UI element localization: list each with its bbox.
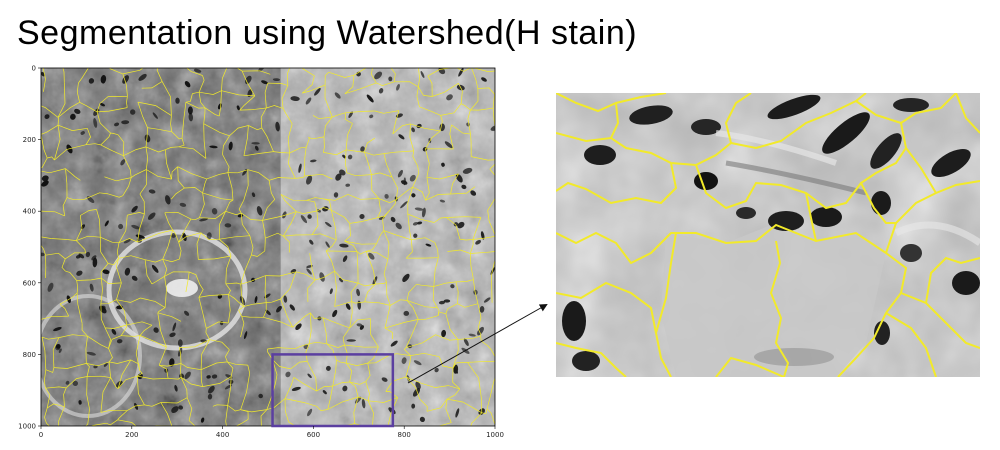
highlight-box	[271, 353, 395, 428]
x-axis-ticks: 0 200 400 600 800 1000	[39, 426, 504, 439]
x-tick-label: 400	[216, 431, 229, 439]
y-tick-label: 800	[23, 351, 36, 359]
plot-frame	[40, 67, 496, 427]
zoomed-region-svg	[556, 93, 980, 377]
y-axis-ticks: 0 200 400 600 800 1000	[18, 65, 41, 431]
y-tick-label: 0	[32, 65, 36, 73]
x-tick-label: 0	[39, 431, 43, 439]
zoomed-region	[556, 93, 980, 377]
tissue-image	[41, 68, 495, 426]
y-tick-label: 600	[23, 279, 36, 287]
gland-outline	[106, 229, 248, 351]
x-tick-label: 200	[125, 431, 138, 439]
y-tick-label: 200	[23, 136, 36, 144]
x-tick-label: 600	[307, 431, 320, 439]
segmentation-plot-svg: 0 200 400 600 800 1000 0 200 400 600 800 1000	[18, 65, 504, 440]
x-tick-label: 1000	[486, 431, 504, 439]
gland-lumen	[166, 279, 198, 297]
zoom-watershed-boundaries	[556, 93, 980, 377]
x-tick-label: 800	[398, 431, 411, 439]
watershed-boundaries	[41, 68, 495, 426]
gland-outline-left	[41, 294, 142, 418]
segmentation-plot: 0 200 400 600 800 1000 0 200 400 600 800 1000	[0, 58, 520, 450]
y-tick-label: 1000	[18, 423, 36, 431]
figure-title: Segmentation using Watershed(H stain)	[17, 14, 638, 52]
y-tick-label: 400	[23, 208, 36, 216]
